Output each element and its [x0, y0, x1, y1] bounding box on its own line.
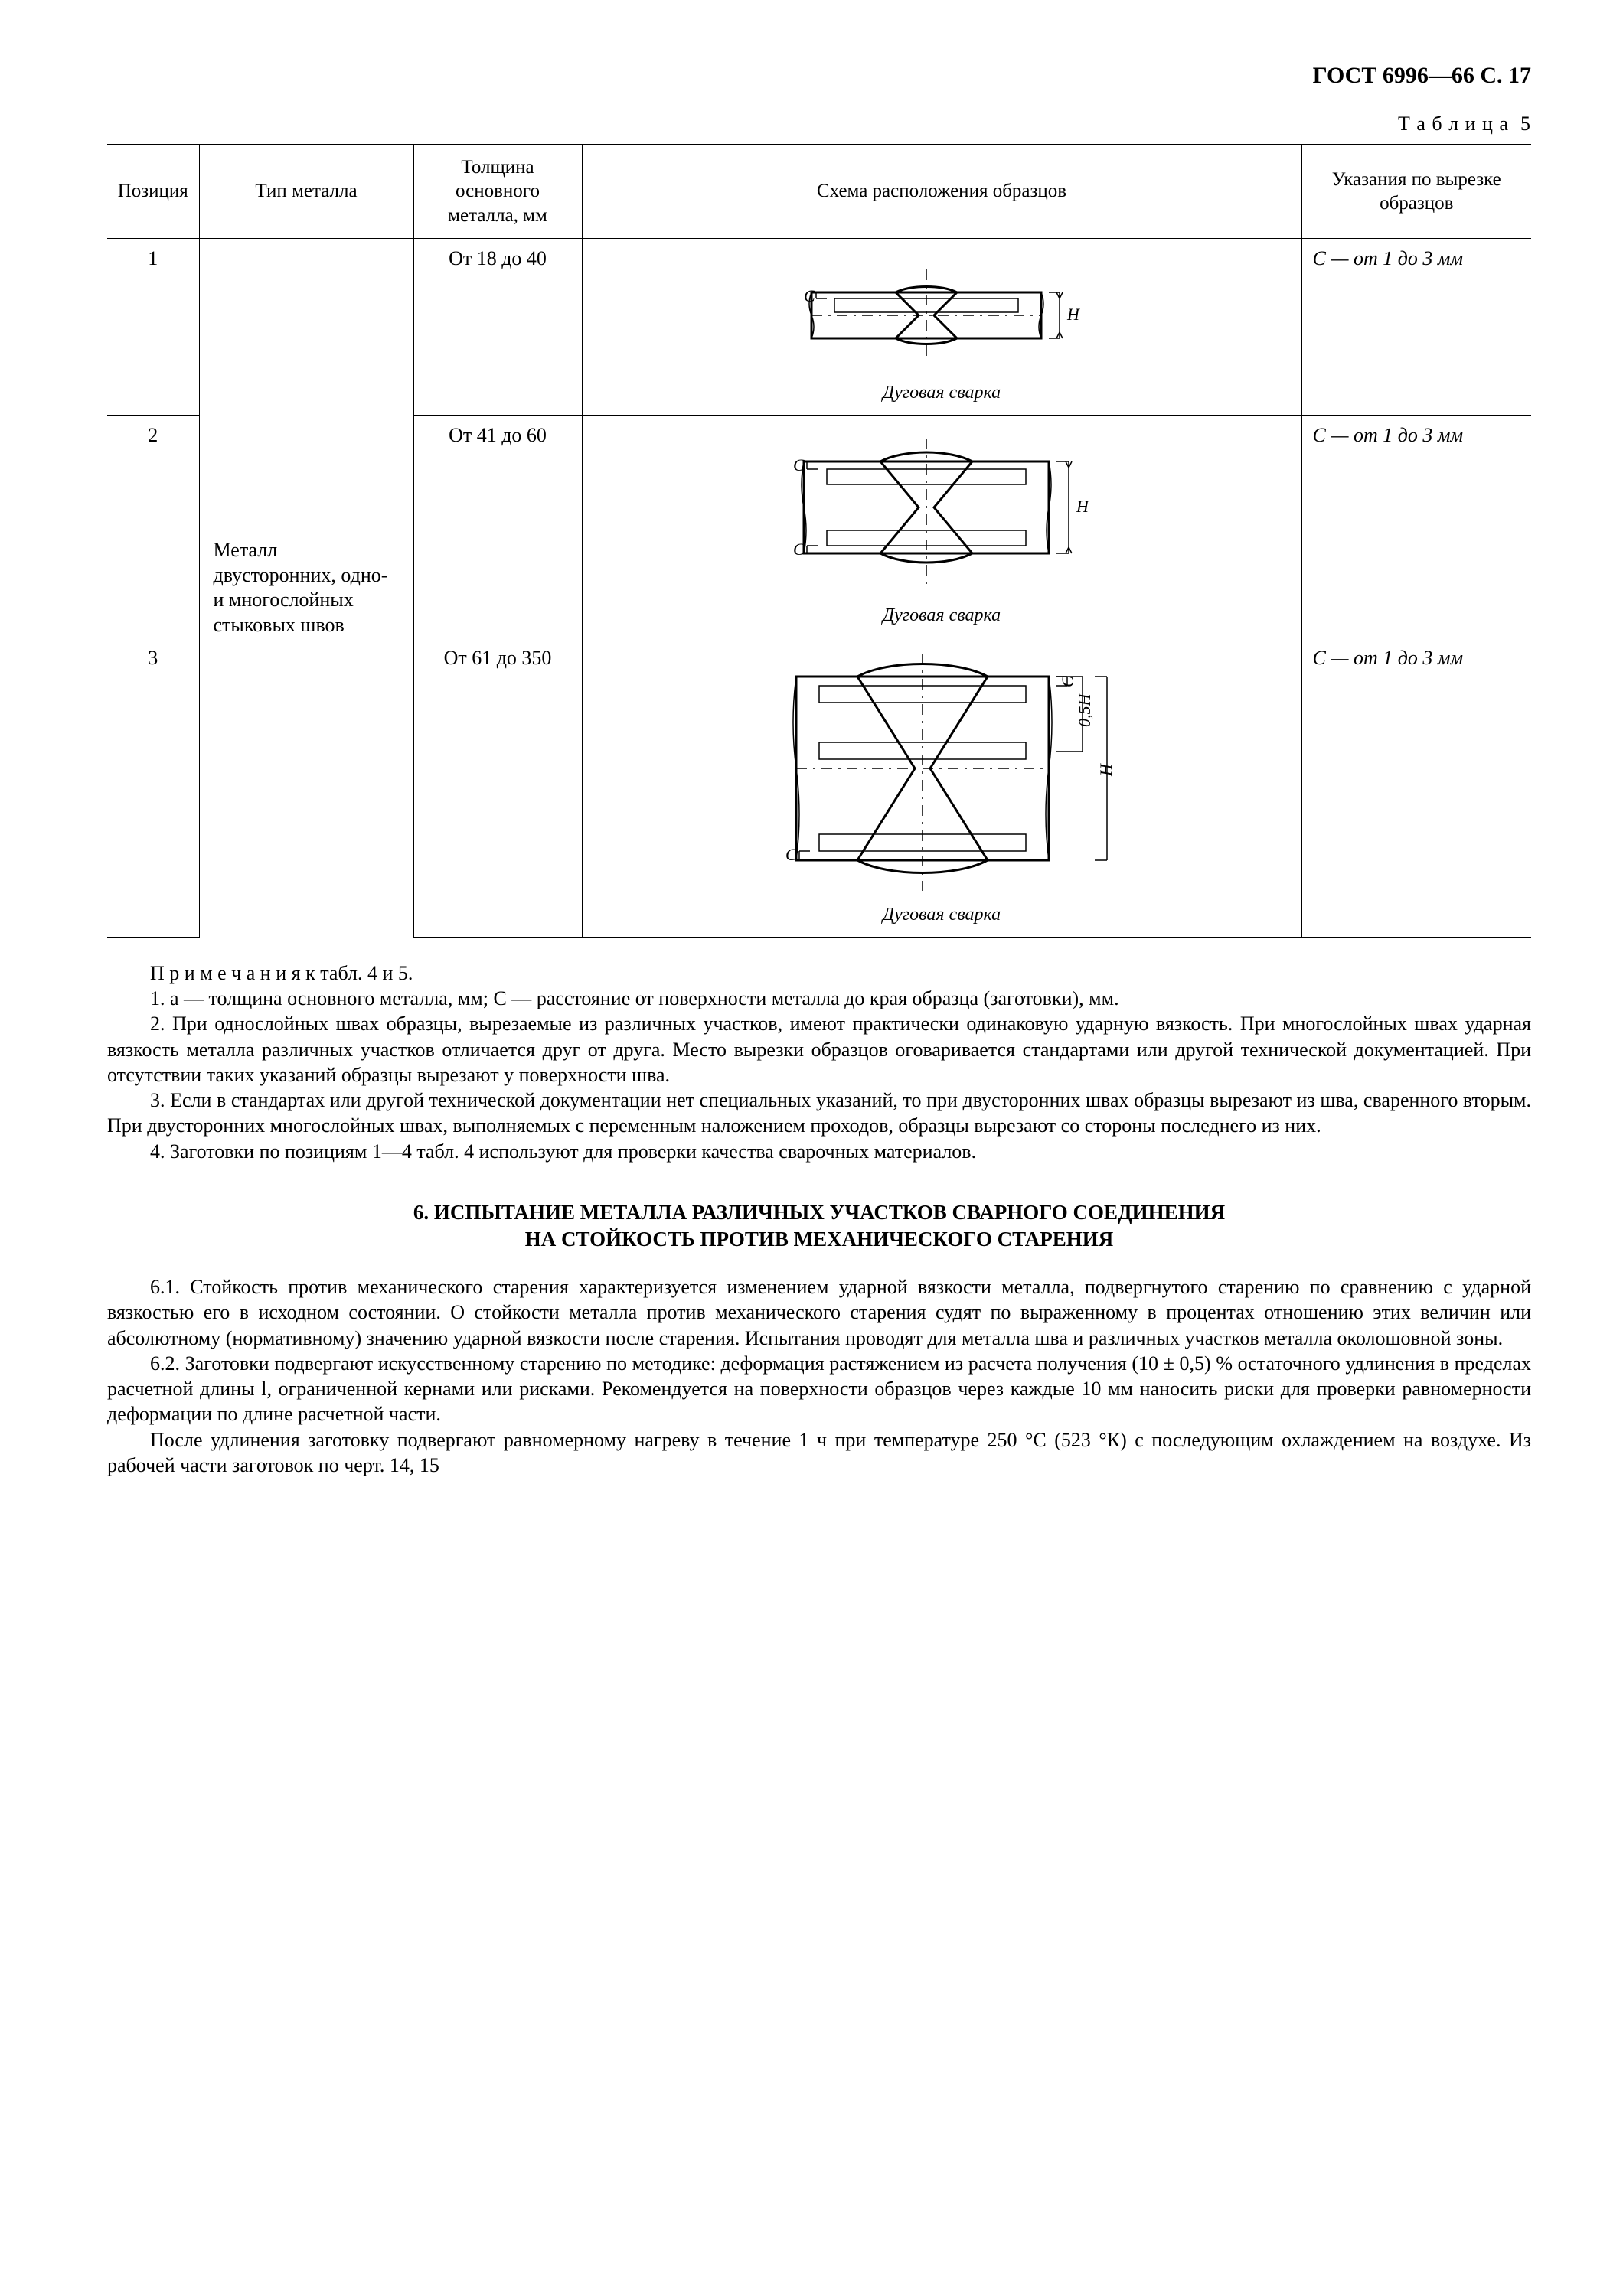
table-caption-number: 5: [1520, 113, 1531, 135]
section-title-line1: 6. ИСПЫТАНИЕ МЕТАЛЛА РАЗЛИЧНЫХ УЧАСТКОВ …: [413, 1201, 1225, 1224]
cell-type: Металл двусторонних, одно- и многослойны…: [199, 238, 413, 937]
label-C: С: [785, 845, 797, 864]
diagram-subcaption: Дуговая сварка: [883, 604, 1001, 627]
para-6-2: 6.2. Заготовки подвергают искусственному…: [107, 1351, 1531, 1427]
label-C: С: [1058, 676, 1077, 687]
cell-pos: 3: [107, 638, 199, 937]
section-6-title: 6. ИСПЫТАНИЕ МЕТАЛЛА РАЗЛИЧНЫХ УЧАСТКОВ …: [107, 1199, 1531, 1253]
para-6-1: 6.1. Стойкость против механического стар…: [107, 1274, 1531, 1351]
label-C: С: [793, 540, 805, 559]
table-caption: Т а б л и ц а 5: [107, 112, 1531, 137]
cell-pos: 1: [107, 238, 199, 415]
col-type: Тип металла: [199, 145, 413, 239]
cell-notes: С — от 1 до 3 мм: [1301, 238, 1531, 415]
notes-item: 3. Если в стандартах или другой техничес…: [107, 1088, 1531, 1139]
table-row: 1 Металл двусторонних, одно- и многослой…: [107, 238, 1531, 415]
label-halfH: 0,5H: [1075, 693, 1094, 727]
weld-diagram-1: С H: [781, 254, 1102, 377]
cell-thick: От 18 до 40: [413, 238, 582, 415]
cell-thick: От 41 до 60: [413, 415, 582, 638]
label-H: H: [1066, 305, 1080, 324]
notes-title: П р и м е ч а н и я к табл. 4 и 5.: [107, 960, 1531, 986]
page-header: ГОСТ 6996—66 С. 17: [107, 61, 1531, 90]
col-pos: Позиция: [107, 145, 199, 239]
label-C: С: [804, 286, 815, 305]
col-notes: Указания по вырезке образцов: [1301, 145, 1531, 239]
section-6-body: 6.1. Стойкость против механического стар…: [107, 1274, 1531, 1478]
label-C: С: [793, 455, 805, 475]
diagram-subcaption: Дуговая сварка: [883, 381, 1001, 404]
notes-item: 1. a — толщина основного металла, мм; С …: [107, 986, 1531, 1011]
cell-notes: С — от 1 до 3 мм: [1301, 415, 1531, 638]
label-H: H: [1076, 497, 1089, 516]
para-6-2b: После удлинения заготовку подвергают рав…: [107, 1427, 1531, 1479]
note-text: С — от 1 до 3 мм: [1313, 247, 1464, 269]
cell-thick: От 61 до 350: [413, 638, 582, 937]
label-H: H: [1096, 763, 1115, 777]
notes-item: 4. Заготовки по позициям 1—4 табл. 4 исп…: [107, 1139, 1531, 1164]
note-text: С — от 1 до 3 мм: [1313, 647, 1464, 669]
table-caption-prefix: Т а б л и ц а: [1398, 113, 1509, 135]
cell-notes: С — от 1 до 3 мм: [1301, 638, 1531, 937]
weld-diagram-2: С С H: [773, 431, 1110, 599]
cell-scheme: С С H Дуговая сварка: [582, 415, 1301, 638]
table-5: Позиция Тип металла Толщина основного ме…: [107, 144, 1531, 938]
cell-scheme: С H Дуговая сварка: [582, 238, 1301, 415]
notes-item: 2. При однослойных швах образцы, вырезае…: [107, 1011, 1531, 1088]
col-scheme: Схема расположения образцов: [582, 145, 1301, 239]
col-thick: Толщина основного металла, мм: [413, 145, 582, 239]
section-title-line2: НА СТОЙКОСТЬ ПРОТИВ МЕХАНИЧЕСКОГО СТАРЕН…: [525, 1228, 1114, 1251]
note-text: С — от 1 до 3 мм: [1313, 424, 1464, 446]
diagram-subcaption: Дуговая сварка: [883, 903, 1001, 926]
table-notes: П р и м е ч а н и я к табл. 4 и 5. 1. a …: [107, 960, 1531, 1164]
cell-pos: 2: [107, 415, 199, 638]
weld-diagram-3: С 0,5H H С: [766, 654, 1118, 899]
cell-scheme: С 0,5H H С Дуговая сварка: [582, 638, 1301, 937]
